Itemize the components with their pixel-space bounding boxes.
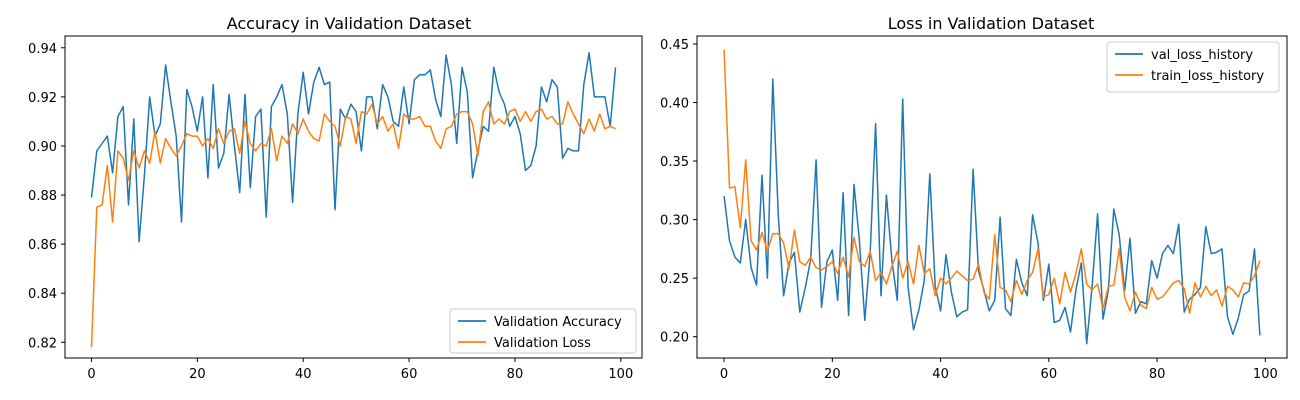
x-tick-label: 0 [720,367,728,382]
series-line-1 [723,49,1261,315]
y-tick-label: 0.45 [660,38,689,53]
series-line-0 [90,51,617,243]
legend-box [1106,41,1280,93]
y-tick-label: 0.35 [660,155,689,170]
series-line-1 [90,101,616,348]
series-line-0 [723,78,1261,345]
x-tick-label: 100 [1253,367,1278,382]
y-tick-label: 0.25 [660,272,689,287]
y-tick-label: 0.90 [28,140,57,155]
legend: val_loss_history train_loss_history [1106,41,1280,93]
y-tick-label: 0.92 [28,91,57,106]
plot-area: 0 20 40 60 80 100 0.20 0.25 0.30 0.35 0.40 0.45 [660,38,1278,382]
x-tick-label: 20 [189,367,206,382]
legend-label-0: val_loss_history [1151,48,1253,63]
x-tick-label: 40 [295,367,312,382]
x-tick-label: 60 [401,367,418,382]
y-tick-label: 0.82 [28,336,57,351]
x-tick-label: 80 [1149,367,1166,382]
legend-box [449,308,637,354]
chart-title: Loss in Validation Dataset [888,14,1095,33]
legend-label-1: Validation Loss [494,336,591,351]
y-tick-label: 0.84 [28,287,57,302]
y-tick-label: 0.86 [28,238,57,253]
legend-label-1: train_loss_history [1151,69,1264,84]
axes-frame [64,35,643,359]
x-tick-label: 40 [932,367,949,382]
y-tick-label: 0.94 [28,42,57,57]
loss-chart: Loss in Validation Dataset 0 20 40 60 80 1000… [660,14,1288,382]
axes-frame [696,35,1288,359]
x-tick-label: 0 [87,367,95,382]
legend-label-0: Validation Accuracy [494,315,622,330]
y-tick-label: 0.88 [28,189,57,204]
x-tick-label: 80 [507,367,524,382]
x-tick-label: 100 [608,367,633,382]
y-tick-label: 0.40 [660,97,689,112]
x-tick-label: 60 [1041,367,1058,382]
chart-title: Accuracy in Validation Dataset [227,14,472,33]
y-tick-label: 0.30 [660,214,689,229]
legend: Validation Accuracy Validation Loss [449,308,637,354]
y-tick-label: 0.20 [660,331,689,346]
x-tick-label: 20 [824,367,841,382]
plot-area: 0 20 40 60 80 100 0.82 0.84 0.86 0.88 0.90 0.92 0.94 [28,42,633,382]
accuracy-chart: Accuracy in Validation Dataset 0 20 40 60 80… [28,14,643,382]
